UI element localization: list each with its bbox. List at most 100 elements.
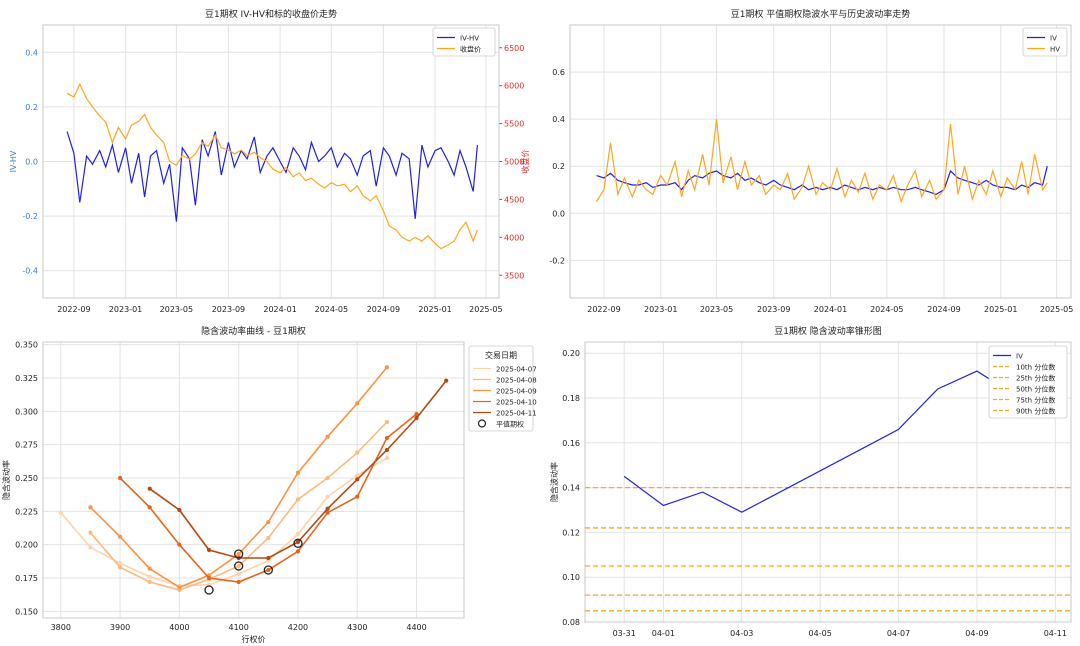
series-point <box>266 567 271 573</box>
series-point <box>266 535 271 541</box>
series-point <box>355 401 360 406</box>
x-tick-label: 4200 <box>288 623 308 632</box>
series-point <box>147 579 152 585</box>
series-point <box>355 494 360 499</box>
series-point <box>88 530 93 535</box>
x-tick-label: 2025-01 <box>984 305 1017 314</box>
x-tick-label: 2024-09 <box>927 305 960 314</box>
x-tick-label: 2023-09 <box>757 305 790 314</box>
series-point <box>355 473 360 478</box>
y-axis-label: IV-HV <box>9 150 18 172</box>
x-tick-label: 2023-01 <box>109 305 142 314</box>
x-tick-label: 2022-09 <box>57 305 90 314</box>
legend-label: IV-HV <box>460 35 479 43</box>
y-tick-label: 0.0 <box>552 209 565 218</box>
chart-iv-smile: 3800 3900 4000 4100 4200 4300 4400 0.150 0.175 0.… <box>1 325 537 644</box>
x-tick-label: 04-09 <box>965 629 988 638</box>
legend-label: 平值期权 <box>496 420 524 429</box>
series-line <box>595 119 1048 204</box>
x-tick-label: 03-31 <box>613 629 636 638</box>
x-tick-label: 3800 <box>51 623 71 632</box>
y-tick-label: 0.275 <box>15 441 38 450</box>
y-axis-label: 隐含波动率 <box>1 460 11 500</box>
series-point <box>236 563 241 569</box>
y-tick-label: 0.12 <box>562 528 580 537</box>
series-point <box>384 435 390 441</box>
y-tick-label: 0.225 <box>15 507 38 516</box>
plot-frame <box>569 24 1072 299</box>
series-point <box>384 455 390 461</box>
series-point <box>117 475 123 481</box>
legend-label: IV <box>1050 35 1057 43</box>
series-point <box>88 505 93 510</box>
chart-title: 豆1期权 平值期权隐波水平与历史波动率走势 <box>731 8 911 20</box>
legend-box <box>468 345 534 432</box>
y2-tick-label: 5000 <box>504 158 524 167</box>
x-tick-label: 4000 <box>169 623 189 632</box>
legend-label: 25th 分位数 <box>1016 374 1055 383</box>
chart-iv-vs-hv: 2022-09 2023-01 2023-05 2023-09 2024-01 2024-… <box>549 8 1073 314</box>
x-tick-label: 4400 <box>406 623 426 632</box>
y-tick-label: 0.0 <box>25 158 38 167</box>
x-tick-label: 2025-01 <box>418 305 451 314</box>
series-point <box>295 531 301 537</box>
series-point <box>325 434 330 439</box>
legend-label: IV <box>1016 353 1023 361</box>
y2-tick-label: 6500 <box>504 44 524 53</box>
x-tick-label: 2023-09 <box>212 305 245 314</box>
y-tick-label: 0.2 <box>25 103 38 112</box>
series-point <box>325 506 330 511</box>
x-tick-label: 04-03 <box>730 629 753 638</box>
x-tick-label: 04-11 <box>1044 629 1067 638</box>
x-tick-label: 4100 <box>228 623 248 632</box>
series-point <box>147 486 152 491</box>
series-point <box>355 477 360 482</box>
atm-marker <box>234 561 244 571</box>
series-point <box>295 470 301 475</box>
series-point <box>177 507 182 513</box>
x-tick-label: 04-05 <box>809 629 832 638</box>
legend-marker <box>477 419 487 428</box>
series-point <box>147 566 152 571</box>
y-tick-label: 0.16 <box>562 439 580 448</box>
series-point <box>266 555 271 561</box>
series-point <box>384 419 390 425</box>
chart-title: 豆1期权 隐含波动率锥形图 <box>774 325 882 337</box>
x-tick-label: 2024-05 <box>315 305 348 314</box>
series-point <box>177 542 182 547</box>
series-point <box>236 571 241 577</box>
plot-frame <box>42 24 500 299</box>
x-tick-label: 2023-05 <box>160 305 193 314</box>
series-point <box>206 547 212 553</box>
series-point <box>384 447 390 453</box>
series-point <box>325 475 330 481</box>
series-point <box>355 450 360 455</box>
y-tick-label: -0.2 <box>549 256 565 265</box>
y-tick-label: 0.6 <box>552 68 565 77</box>
series-point <box>147 574 152 579</box>
x-tick-label: 2023-01 <box>644 305 677 314</box>
chart-iv-hv-close: 2022-09 2023-01 2023-05 2023-09 2024-01 2024-… <box>9 8 530 314</box>
x-tick-label: 2025-05 <box>469 305 502 314</box>
series-point <box>325 510 330 515</box>
x-tick-label: 2024-05 <box>870 305 903 314</box>
series-point <box>295 539 301 545</box>
x-tick-label: 2023-05 <box>700 305 733 314</box>
legend-label: 收盘价 <box>460 45 481 54</box>
x-tick-label: 2024-01 <box>263 305 296 314</box>
legend-label: 90th 分位数 <box>1016 407 1055 416</box>
x-tick-label: 4300 <box>347 623 367 632</box>
legend-title: 交易日期 <box>485 350 517 360</box>
y-tick-label: 0.250 <box>15 474 38 483</box>
series-point <box>414 411 419 417</box>
y2-tick-label: 6000 <box>504 82 524 91</box>
series-point <box>295 497 301 502</box>
y-tick-label: 0.4 <box>25 48 38 57</box>
legend-label: 2025-04-09 <box>496 388 537 396</box>
legend-box <box>1022 27 1068 57</box>
series-point <box>325 494 330 499</box>
series-point <box>266 519 271 525</box>
y-tick-label: 0.175 <box>15 574 38 583</box>
legend-label: 75th 分位数 <box>1016 396 1055 405</box>
